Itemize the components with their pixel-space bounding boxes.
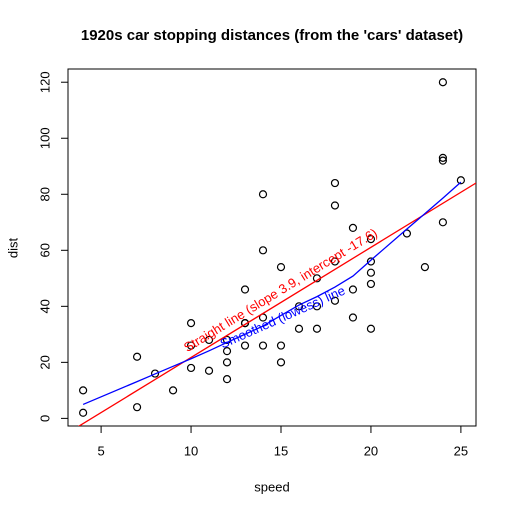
y-axis-label: dist xyxy=(5,237,20,258)
point xyxy=(204,366,214,375)
y-tick-label: 0 xyxy=(37,415,52,422)
point xyxy=(276,341,286,350)
point xyxy=(366,279,376,289)
point xyxy=(79,408,88,417)
point xyxy=(294,324,304,333)
point xyxy=(258,190,268,199)
point xyxy=(294,302,304,311)
point xyxy=(186,319,196,328)
point xyxy=(348,223,358,232)
point xyxy=(276,263,286,272)
point xyxy=(222,358,232,367)
point xyxy=(258,246,268,255)
x-tick-label: 15 xyxy=(274,443,288,458)
lowess-line xyxy=(82,181,462,406)
point xyxy=(240,319,250,328)
point xyxy=(330,201,340,210)
point xyxy=(366,324,376,333)
point xyxy=(366,234,376,244)
point xyxy=(204,335,214,345)
y-tick-label: 120 xyxy=(37,71,52,93)
plot-box xyxy=(67,68,477,427)
point xyxy=(222,375,232,384)
point xyxy=(150,369,160,378)
point xyxy=(240,341,250,350)
y-tick-label: 100 xyxy=(37,127,52,149)
point xyxy=(240,285,250,294)
point xyxy=(366,268,376,277)
point xyxy=(402,229,412,238)
point xyxy=(222,347,232,356)
x-tick-label: 5 xyxy=(97,443,104,458)
point xyxy=(456,176,465,185)
y-tick-label: 60 xyxy=(37,243,52,257)
y-tick-label: 80 xyxy=(37,187,52,201)
point xyxy=(222,335,232,345)
x-axis-label: speed xyxy=(254,479,289,494)
point xyxy=(79,386,88,395)
point xyxy=(132,403,142,412)
point xyxy=(348,313,358,322)
point xyxy=(330,296,340,305)
point xyxy=(168,386,178,395)
x-tick-label: 20 xyxy=(364,443,378,458)
y-tick-label: 40 xyxy=(37,299,52,313)
regression-line xyxy=(77,182,476,426)
point xyxy=(258,341,268,350)
point xyxy=(438,218,447,227)
point xyxy=(438,153,447,162)
point xyxy=(186,341,196,350)
x-tick-label: 10 xyxy=(184,443,198,458)
y-tick-label: 20 xyxy=(37,355,52,369)
point xyxy=(186,363,196,373)
point xyxy=(366,257,376,266)
chart-title: 1920s car stopping distances (from the '… xyxy=(81,27,463,44)
point xyxy=(330,178,340,188)
point xyxy=(312,302,322,311)
point xyxy=(348,285,358,294)
point xyxy=(276,358,286,367)
point xyxy=(330,257,340,266)
point xyxy=(438,78,447,87)
point xyxy=(420,263,430,272)
point xyxy=(438,156,447,165)
point xyxy=(132,352,142,361)
point xyxy=(312,324,322,333)
x-tick-label: 25 xyxy=(454,443,468,458)
